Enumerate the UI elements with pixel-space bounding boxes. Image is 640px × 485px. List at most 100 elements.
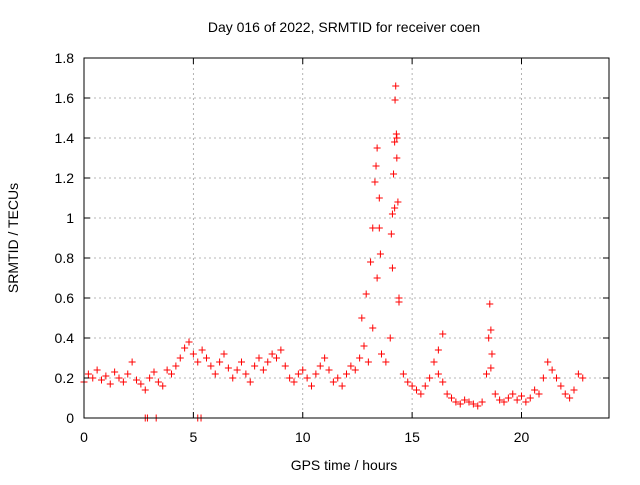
data-point bbox=[430, 358, 438, 366]
data-point bbox=[277, 346, 285, 354]
data-point bbox=[334, 374, 342, 382]
data-point bbox=[439, 378, 447, 386]
plot-frame bbox=[83, 57, 610, 419]
data-point bbox=[238, 358, 245, 366]
y-tick-label: 0 bbox=[66, 410, 74, 426]
y-tick-label: 1.8 bbox=[55, 50, 75, 66]
data-point bbox=[570, 386, 578, 394]
data-point bbox=[115, 374, 123, 382]
data-point bbox=[386, 334, 394, 342]
data-point bbox=[390, 170, 398, 178]
data-point bbox=[246, 378, 254, 386]
data-point bbox=[421, 382, 429, 390]
data-point bbox=[496, 396, 504, 404]
data-point bbox=[146, 374, 154, 382]
data-point bbox=[251, 362, 259, 370]
data-point bbox=[373, 274, 381, 282]
data-point bbox=[124, 370, 132, 378]
data-point bbox=[242, 370, 250, 378]
data-point bbox=[579, 374, 587, 382]
data-point bbox=[474, 402, 482, 410]
data-point bbox=[163, 366, 171, 374]
data-points bbox=[80, 82, 587, 422]
x-tick-label: 20 bbox=[514, 429, 530, 445]
data-point bbox=[399, 370, 407, 378]
data-point bbox=[376, 250, 384, 258]
data-point bbox=[347, 362, 355, 370]
data-point bbox=[557, 382, 565, 390]
data-point bbox=[378, 350, 385, 358]
data-point bbox=[531, 386, 539, 394]
data-point bbox=[434, 370, 442, 378]
x-tick-label: 0 bbox=[80, 429, 88, 445]
data-point bbox=[198, 346, 206, 354]
data-point bbox=[364, 358, 372, 366]
data-point bbox=[119, 378, 127, 386]
data-point bbox=[216, 358, 224, 366]
data-point bbox=[203, 354, 210, 362]
data-point bbox=[404, 378, 412, 386]
data-point bbox=[181, 344, 189, 352]
data-point bbox=[408, 382, 416, 390]
data-point bbox=[452, 398, 460, 406]
data-point bbox=[388, 264, 396, 272]
data-point bbox=[321, 354, 329, 362]
y-tick-label: 0.4 bbox=[55, 330, 75, 346]
data-point bbox=[372, 162, 380, 170]
ticks: 0 0.2 0.4 0.6 0.8 1 1.2 1.4 1.6 1.8 0 5 10 15 20 bbox=[55, 50, 609, 445]
data-point bbox=[566, 394, 574, 402]
data-point bbox=[513, 396, 521, 404]
data-point bbox=[281, 362, 289, 370]
data-point bbox=[439, 330, 447, 338]
data-point bbox=[98, 376, 105, 384]
data-point bbox=[329, 378, 337, 386]
data-point bbox=[518, 392, 525, 400]
data-point bbox=[137, 380, 145, 388]
data-point bbox=[303, 374, 311, 382]
data-point bbox=[486, 300, 494, 308]
data-point bbox=[461, 396, 469, 404]
data-point bbox=[395, 298, 403, 306]
data-point bbox=[299, 366, 307, 374]
data-point bbox=[111, 368, 119, 376]
y-axis-label: SRMTID / TECUs bbox=[5, 183, 21, 293]
data-point bbox=[194, 358, 202, 366]
y-tick-label: 0.6 bbox=[55, 290, 75, 306]
data-point bbox=[255, 354, 263, 362]
data-point bbox=[168, 370, 175, 378]
data-point bbox=[413, 386, 420, 394]
data-point bbox=[535, 390, 543, 398]
data-point bbox=[159, 382, 167, 390]
data-point bbox=[371, 178, 379, 186]
data-point bbox=[294, 370, 302, 378]
data-point bbox=[392, 82, 400, 90]
data-point bbox=[290, 378, 298, 386]
data-point bbox=[488, 350, 496, 358]
data-point bbox=[391, 96, 399, 104]
data-point bbox=[133, 376, 140, 384]
data-point bbox=[89, 374, 97, 382]
data-point bbox=[150, 368, 158, 376]
data-point bbox=[141, 386, 149, 394]
data-point bbox=[548, 366, 556, 374]
x-tick-label: 15 bbox=[404, 429, 420, 445]
data-point bbox=[391, 138, 399, 146]
y-tick-label: 0.2 bbox=[55, 370, 75, 386]
y-tick-label: 1 bbox=[66, 210, 74, 226]
data-point bbox=[154, 378, 162, 386]
data-point bbox=[375, 224, 383, 232]
data-point bbox=[233, 366, 241, 374]
chart-title: Day 016 of 2022, SRMTID for receiver coe… bbox=[208, 19, 480, 35]
data-point bbox=[469, 400, 477, 408]
data-point bbox=[392, 130, 400, 138]
data-point bbox=[456, 400, 464, 408]
data-point bbox=[465, 398, 473, 406]
data-point bbox=[356, 354, 364, 362]
data-point bbox=[172, 362, 180, 370]
data-point bbox=[375, 194, 383, 202]
data-point bbox=[362, 290, 370, 298]
data-point bbox=[273, 354, 280, 362]
data-point bbox=[393, 154, 401, 162]
